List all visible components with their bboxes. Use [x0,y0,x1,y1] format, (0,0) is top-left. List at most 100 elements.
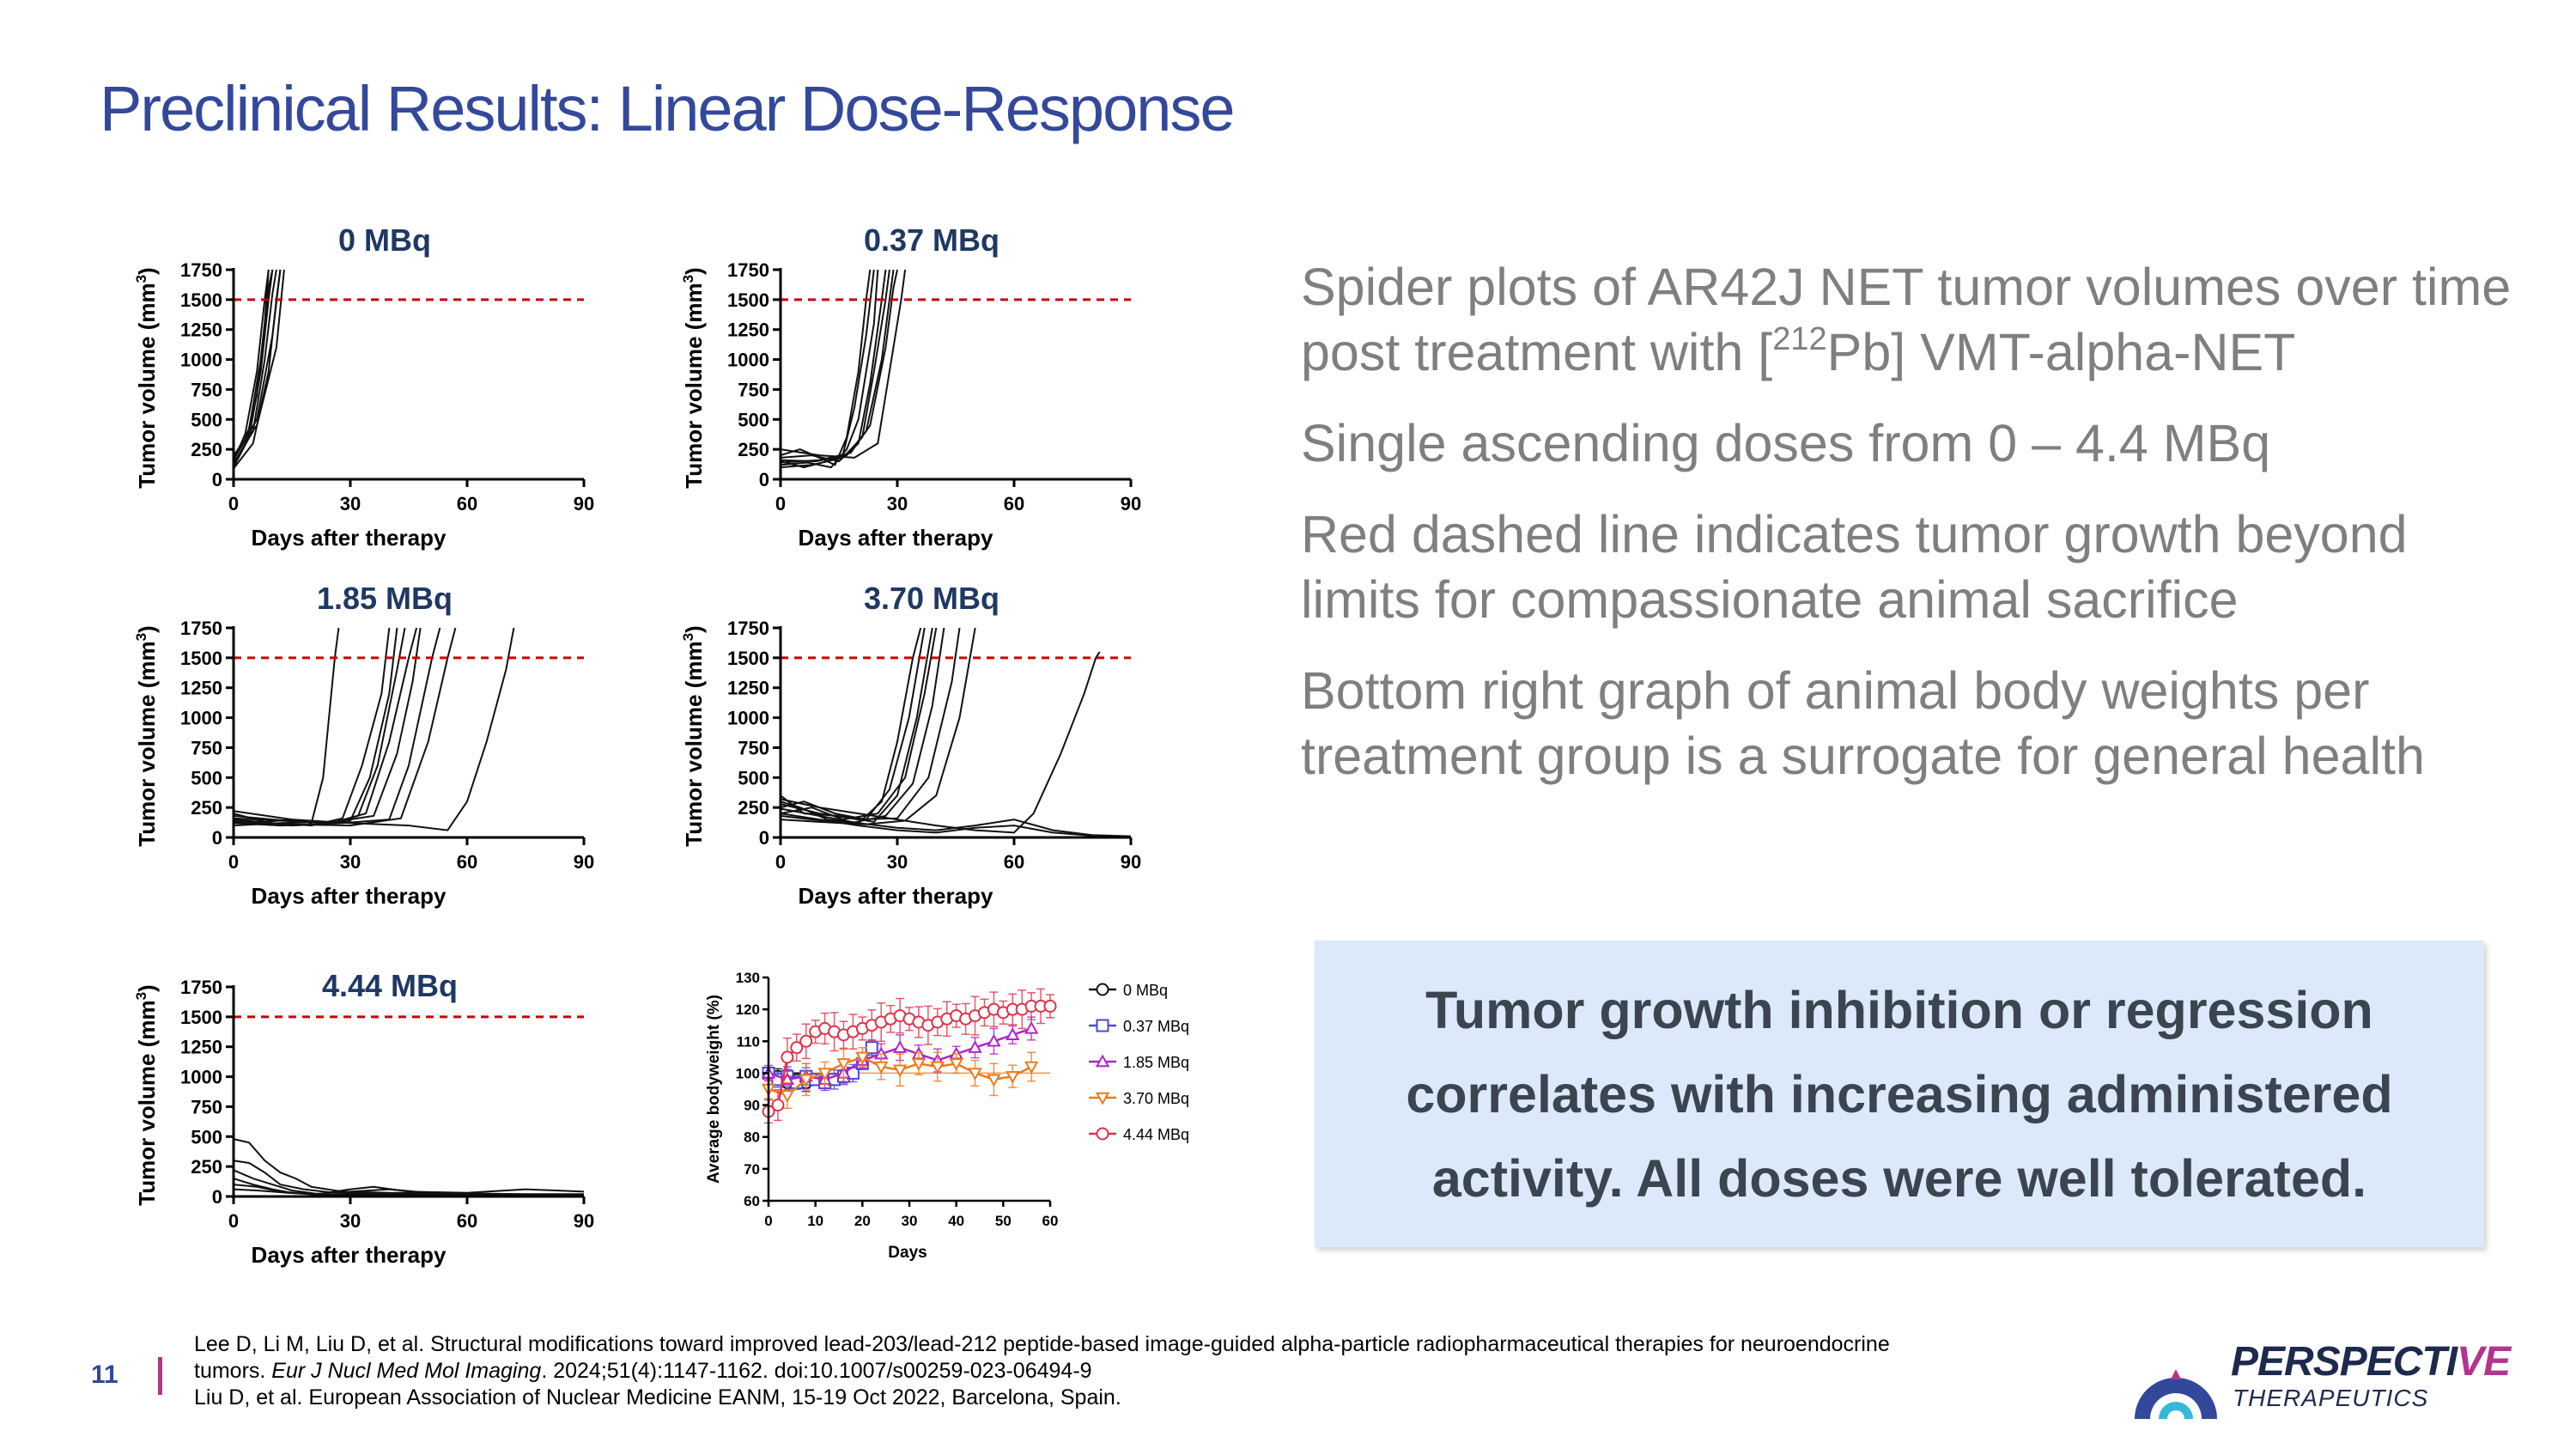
y-tick-label: 1000 [180,708,222,729]
spider-plot-0: 0 MBq 0 250 500 750 1000 1250 1500 1750 0 30 60 90 Da… [133,222,594,551]
data-series-4 [233,627,418,825]
reference-line-3: Liu D, et al. European Association of Nu… [194,1385,1121,1409]
data-series-4 [233,1184,585,1196]
y-tick-label: 1500 [727,289,769,311]
y-tick-label: 250 [738,439,769,460]
y-tick-label: 120 [736,1002,760,1018]
logo-wordmark: PERSPECTIVE [2231,1339,2511,1385]
bullet-red-line: Red dashed line indicates tumor growth b… [1301,505,2408,629]
y-tick-label: 250 [738,797,769,819]
x-tick-label: 0 [228,493,239,514]
y-tick-label: 1500 [180,289,222,311]
series-3 [761,1046,1039,1110]
reference-line-1: Lee D, Li M, Liu D, et al. Structural mo… [194,1332,1890,1356]
y-tick-label: 0 [759,469,769,490]
data-point [930,1061,945,1075]
legend-label: 3.70 MBq [1123,1090,1189,1107]
chart-title: 0 MBq [338,222,431,258]
x-tick-label: 0 [764,1213,772,1229]
legend: 0 MBq 0.37 MBq 1.85 MBq 3.70 MBq 4.44 MBq [1089,982,1189,1143]
data-point [892,1064,908,1078]
x-axis-label: Days after therapy [252,1242,447,1268]
x-tick-label: 0 [228,851,239,873]
data-series-4 [780,627,945,825]
x-tick-label: 90 [1121,851,1141,873]
y-tick-label: 250 [191,797,222,819]
x-tick-label: 20 [854,1213,871,1229]
data-point [949,1058,963,1071]
y-axis-label: Tumor volume (mm3) [133,267,160,488]
data-point [1095,1092,1110,1105]
y-tick-label: 70 [744,1161,760,1178]
x-tick-label: 60 [457,493,477,514]
chart-title: 1.85 MBq [317,581,453,616]
data-point [836,1058,851,1071]
x-tick-label: 60 [1004,493,1024,514]
x-tick-label: 10 [807,1213,823,1229]
data-point [780,1090,795,1103]
data-point [1096,983,1109,996]
data-point [987,1033,1001,1047]
y-tick-label: 750 [191,737,222,758]
data-point [874,1061,889,1075]
y-tick-label: 750 [738,737,769,758]
y-tick-label: 500 [738,767,769,788]
x-axis-label: Days [888,1244,927,1262]
data-series-3 [233,269,274,459]
y-tick-label: 1000 [180,350,222,371]
bullet-body-weights: Bottom right graph of animal body weight… [1301,661,2425,785]
y-tick-label: 1750 [180,618,222,639]
data-series-3 [780,627,938,821]
y-tick-label: 110 [737,1033,760,1050]
y-tick-label: 0 [212,1186,222,1208]
y-tick-label: 1250 [180,678,222,699]
data-point [790,1041,804,1055]
y-tick-label: 90 [744,1098,760,1114]
data-point [1043,999,1057,1013]
bullet-spider-plots: Spider plots of AR42J NET tumor volumes … [1301,258,2512,381]
data-point [987,1074,1001,1087]
x-tick-label: 30 [887,851,908,873]
data-point [817,1068,832,1081]
x-tick-label: 0 [775,851,786,873]
data-series-7 [780,651,1101,834]
y-tick-label: 1000 [727,708,769,729]
data-point [781,1050,794,1064]
data-point [1096,1019,1109,1032]
x-tick-label: 60 [457,1210,477,1232]
y-axis-label: Tumor volume (mm3) [680,267,707,488]
spider-plot-4: 4.44 MBq 0 250 500 750 1000 1250 1500 1750 0 30 60 9… [133,968,594,1268]
y-tick-label: 1500 [727,648,769,669]
x-tick-label: 0 [228,1210,239,1232]
y-tick-label: 0 [212,469,222,490]
y-tick-label: 0 [759,827,769,849]
y-axis-label: Tumor volume (mm3) [680,625,707,846]
data-series-5 [780,627,961,821]
x-tick-label: 30 [340,1210,361,1232]
y-tick-label: 1250 [180,1037,222,1058]
y-tick-label: 500 [191,409,222,430]
y-tick-label: 750 [191,379,222,400]
legend-label: 0 MBq [1123,982,1168,999]
y-tick-label: 100 [736,1065,760,1081]
bullet-doses: Single ascending doses from 0 – 4.4 MBq [1301,414,2271,472]
x-tick-label: 90 [574,1210,594,1232]
chart-title: 3.70 MBq [864,581,999,616]
data-point [799,1034,813,1048]
y-tick-label: 1750 [180,259,222,281]
slide-number: 11 [91,1361,118,1389]
reference-line-2: tumors. Eur J Nucl Med Mol Imaging. 2024… [194,1359,1092,1383]
x-axis-label: Days after therapy [252,883,447,909]
y-tick-label: 750 [191,1096,222,1117]
spider-plot-2: 1.85 MBq 0 250 500 750 1000 1250 1500 1750 0 30 60 9… [133,581,594,909]
data-point [911,1058,927,1071]
x-tick-label: 30 [902,1213,918,1229]
x-tick-label: 50 [995,1213,1012,1229]
data-point [1095,1054,1110,1068]
x-tick-label: 60 [1004,851,1024,873]
logo-subtitle: THERAPEUTICS [2233,1385,2429,1411]
data-point [968,1068,982,1081]
data-series-7 [233,627,457,827]
chart-title: 4.44 MBq [322,968,458,1003]
